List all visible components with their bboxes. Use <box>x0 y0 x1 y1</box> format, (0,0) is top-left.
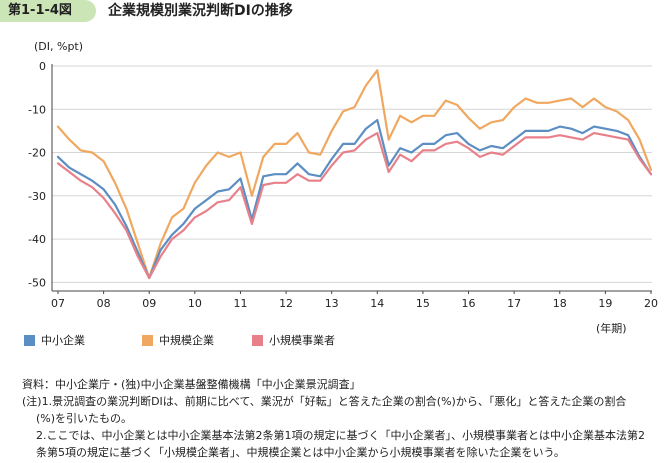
x-tick-label: 15 <box>416 297 430 310</box>
figure-header: 第1-1-4図 企業規模別業況判断DIの推移 <box>0 0 664 26</box>
x-tick-label: 12 <box>279 297 293 310</box>
y-tick-label: -30 <box>28 190 46 203</box>
chart-legend: 中小企業 中規模企業 小規模事業者 <box>24 331 444 349</box>
legend-label-small: 小規模事業者 <box>269 334 335 347</box>
legend-swatch-medium <box>142 334 153 346</box>
x-tick-label: 10 <box>188 297 202 310</box>
figure-title: 企業規模別業況判断DIの推移 <box>108 3 293 19</box>
x-tick-label: 14 <box>370 297 384 310</box>
y-tick-label: -40 <box>28 233 46 246</box>
series-line-sme <box>56 118 653 280</box>
x-tick-label: 08 <box>97 297 111 310</box>
y-tick-label: -50 <box>28 276 46 289</box>
note-2-line-1: 2.ここでは、中小企業とは中小企業基本法第2条第1項の規定に基づく「中小企業者」… <box>36 429 645 442</box>
series-line-medium <box>56 69 653 280</box>
x-tick-label: 11 <box>233 297 247 310</box>
legend-label-sme: 中小企業 <box>41 334 85 347</box>
x-tick-label: 20 <box>644 297 658 310</box>
x-axis-unit-label: (年期) <box>596 322 627 335</box>
legend-swatch-small <box>252 334 263 346</box>
legend-label-medium: 中規模企業 <box>159 334 214 347</box>
figure-notes: 資料：中小企業庁・(独)中小企業基盤整備機構「中小企業景況調査」 (注)1.景況… <box>22 376 658 461</box>
x-tick-label: 09 <box>142 297 156 310</box>
line-chart: 0 -10 -20 -30 -40 -50 07 08 09 10 11 12 13 14 15 16 17 18… <box>28 60 658 310</box>
note-1-line-2: (%)を引いたもの。 <box>36 412 133 425</box>
y-tick-label: 0 <box>39 60 46 73</box>
y-tick-label: -20 <box>28 147 46 160</box>
x-tick-label: 16 <box>462 297 476 310</box>
note-source: 資料：中小企業庁・(独)中小企業基盤整備機構「中小企業景況調査」 <box>22 378 361 391</box>
x-tick-label: 07 <box>51 297 65 310</box>
legend-item-medium: 中規模企業 <box>142 331 214 349</box>
x-tick-label: 13 <box>325 297 339 310</box>
y-tick-label: -10 <box>28 103 46 116</box>
x-tick-label: 19 <box>598 297 612 310</box>
y-axis-unit-label: (DI, %pt) <box>34 40 84 53</box>
x-tick-label: 18 <box>553 297 567 310</box>
legend-item-sme: 中小企業 <box>24 331 85 349</box>
figure-number-badge: 第1-1-4図 <box>0 0 96 22</box>
x-tick-label: 17 <box>507 297 521 310</box>
legend-swatch-sme <box>24 334 35 346</box>
legend-item-small: 小規模事業者 <box>252 331 335 349</box>
note-2-line-2: 条第5項の規定に基づく「小規模企業者」、中規模企業とは中小企業から小規模事業者を… <box>36 446 565 459</box>
series-line-small <box>56 132 653 280</box>
note-1-line-1: (注)1.景況調査の業況判断DIは、前期に比べて、業況が「好転」と答えた企業の割… <box>22 395 627 408</box>
